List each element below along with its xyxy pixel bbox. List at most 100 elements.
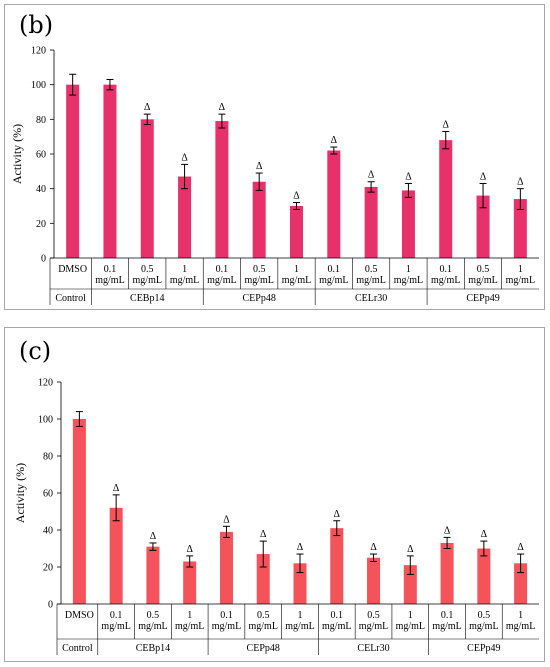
significance-marker: Δ <box>517 177 524 188</box>
bar <box>514 563 528 604</box>
y-tick-label: 40 <box>43 526 53 537</box>
group-label: CEPp48 <box>247 643 280 654</box>
significance-marker: Δ <box>517 542 524 553</box>
panel-label: (b) <box>19 11 54 39</box>
x-tick-label: 0.1 mg/mL <box>212 610 241 632</box>
group-label: Control <box>62 643 93 654</box>
x-tick-label: 0.1 mg/mL <box>431 264 460 286</box>
bar <box>219 531 233 604</box>
significance-marker: Δ <box>150 531 157 542</box>
y-tick-label: 20 <box>43 563 53 574</box>
x-tick-label: 0.5 mg/mL <box>138 610 167 632</box>
bar <box>178 176 192 258</box>
y-tick-label: 0 <box>41 254 46 265</box>
x-tick-label: 0.5 mg/mL <box>133 264 162 286</box>
bar <box>367 557 381 604</box>
group-label: CEBp14 <box>130 293 164 304</box>
x-tick-label: 1 mg/mL <box>506 610 535 632</box>
y-tick-label: 40 <box>36 184 46 195</box>
bar <box>440 542 454 604</box>
panel-label: (c) <box>19 337 52 365</box>
x-tick-label: 1 mg/mL <box>170 264 199 286</box>
significance-marker: Δ <box>223 514 230 525</box>
bar <box>364 186 378 258</box>
significance-marker: Δ <box>481 529 488 540</box>
group-label: CEPp48 <box>243 293 276 304</box>
y-tick-label: 100 <box>31 80 46 91</box>
x-tick-label: 1 mg/mL <box>394 264 423 286</box>
significance-marker: Δ <box>144 102 151 113</box>
y-tick-label: 120 <box>31 46 46 57</box>
x-tick-label: 1 mg/mL <box>506 264 535 286</box>
significance-marker: Δ <box>334 509 341 520</box>
chart-panel-b: (b) 0 20 40 60 80 100 120 Activity (%) Δ Δ Δ Δ Δ Δ Δ Δ Δ… <box>4 4 545 310</box>
group-label: CELr30 <box>355 293 387 304</box>
bar <box>327 150 341 258</box>
significance-marker: Δ <box>405 171 412 182</box>
y-axis-title: Activity (%) <box>10 124 24 184</box>
significance-marker: Δ <box>368 170 375 181</box>
y-tick-label: 0 <box>48 600 53 611</box>
significance-marker: Δ <box>260 529 267 540</box>
bar <box>476 195 490 258</box>
x-tick-label: DMSO <box>65 610 94 621</box>
x-tick-label: 0.1 mg/mL <box>207 264 236 286</box>
significance-marker: Δ <box>293 191 300 202</box>
bar-chart-c: 0 20 40 60 80 100 120 Activity (%) Δ Δ Δ Δ Δ Δ Δ Δ Δ Δ Δ Δ D… <box>13 378 539 655</box>
group-label: CEPp49 <box>466 293 499 304</box>
x-tick-label: 1 mg/mL <box>175 610 204 632</box>
x-tick-label: 0.5 mg/mL <box>468 264 497 286</box>
x-tick-label: 1 mg/mL <box>282 264 311 286</box>
bar <box>293 563 307 604</box>
bar <box>252 181 266 258</box>
x-tick-label: 0.5 mg/mL <box>244 264 273 286</box>
bar <box>215 121 229 258</box>
chart-panel-c: (c) 0 20 40 60 80 100 120 Activity (%) Δ Δ Δ Δ Δ Δ Δ Δ Δ… <box>4 327 545 662</box>
y-tick-label: 80 <box>43 452 53 463</box>
bar <box>66 84 80 259</box>
group-label: CELr30 <box>357 643 389 654</box>
y-tick-label: 80 <box>36 115 46 126</box>
bar <box>146 546 160 604</box>
y-tick-label: 100 <box>38 415 53 426</box>
x-tick-label: 0.1 mg/mL <box>95 264 124 286</box>
x-tick-label: 0.5 mg/mL <box>249 610 278 632</box>
bar <box>401 190 415 258</box>
bar <box>290 206 303 258</box>
bar <box>140 119 154 258</box>
y-tick-label: 20 <box>36 219 46 230</box>
y-tick-label: 60 <box>36 150 46 161</box>
significance-marker: Δ <box>297 542 304 553</box>
significance-marker: Δ <box>256 161 263 172</box>
bar <box>103 84 117 259</box>
y-tick-label: 60 <box>43 489 53 500</box>
group-label: CEPp49 <box>467 643 500 654</box>
bar <box>513 199 527 258</box>
bar <box>183 561 197 604</box>
group-label: CEBp14 <box>136 643 170 654</box>
x-tick-label: 0.5 mg/mL <box>356 264 385 286</box>
group-label: Control <box>55 293 86 304</box>
bar <box>72 419 86 604</box>
y-axis-title: Activity (%) <box>13 463 27 523</box>
significance-marker: Δ <box>181 152 188 163</box>
significance-marker: Δ <box>407 544 414 555</box>
x-tick-label: 0.1 mg/mL <box>319 264 348 286</box>
x-tick-label: 0.5 mg/mL <box>469 610 498 632</box>
x-tick-label: 0.1 mg/mL <box>322 610 351 632</box>
y-tick-label: 120 <box>38 378 53 389</box>
x-tick-label: 1 mg/mL <box>396 610 425 632</box>
significance-marker: Δ <box>331 135 338 146</box>
bar <box>330 528 344 604</box>
significance-marker: Δ <box>444 525 451 536</box>
x-tick-label: 0.1 mg/mL <box>101 610 130 632</box>
bar <box>477 548 491 604</box>
x-tick-label: DMSO <box>58 264 87 275</box>
significance-marker: Δ <box>113 483 120 494</box>
bar-chart-b: 0 20 40 60 80 100 120 Activity (%) Δ Δ Δ Δ Δ Δ Δ Δ Δ Δ Δ DM… <box>10 46 539 305</box>
x-tick-label: 0.5 mg/mL <box>359 610 388 632</box>
significance-marker: Δ <box>480 171 487 182</box>
bar <box>439 140 453 258</box>
x-tick-label: 1 mg/mL <box>285 610 314 632</box>
x-tick-label: 0.1 mg/mL <box>432 610 461 632</box>
